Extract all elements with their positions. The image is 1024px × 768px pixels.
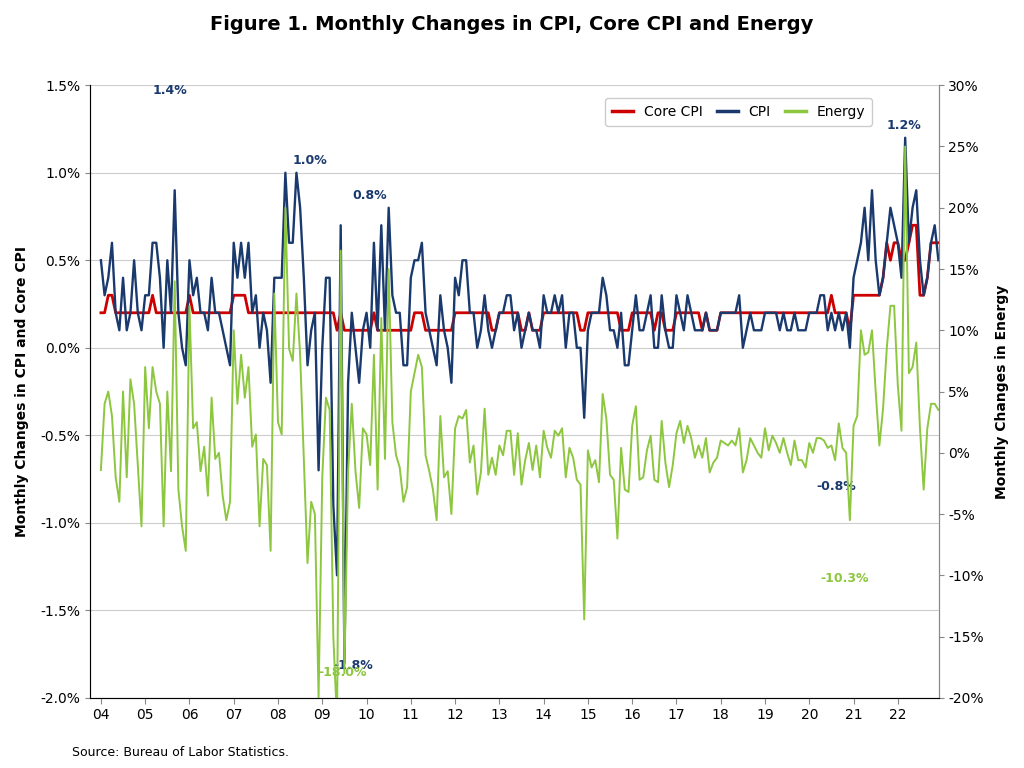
Text: -18.0%: -18.0% bbox=[318, 667, 368, 680]
Y-axis label: Monthly Changes in Energy: Monthly Changes in Energy bbox=[995, 284, 1009, 498]
Text: Figure 1. Monthly Changes in CPI, Core CPI and Energy: Figure 1. Monthly Changes in CPI, Core C… bbox=[210, 15, 814, 35]
Text: 1.2%: 1.2% bbox=[887, 120, 922, 133]
Text: 1.0%: 1.0% bbox=[293, 154, 328, 167]
Legend: Core CPI, CPI, Energy: Core CPI, CPI, Energy bbox=[605, 98, 872, 126]
Text: 0.8%: 0.8% bbox=[352, 190, 386, 203]
Text: Source: Bureau of Labor Statistics.: Source: Bureau of Labor Statistics. bbox=[72, 746, 289, 760]
Text: -0.8%: -0.8% bbox=[817, 480, 856, 493]
Text: 1.4%: 1.4% bbox=[153, 84, 187, 98]
Text: -1.8%: -1.8% bbox=[334, 659, 373, 671]
Y-axis label: Monthly Changes in CPI and Core CPI: Monthly Changes in CPI and Core CPI bbox=[15, 246, 29, 537]
Text: -10.3%: -10.3% bbox=[820, 572, 868, 585]
